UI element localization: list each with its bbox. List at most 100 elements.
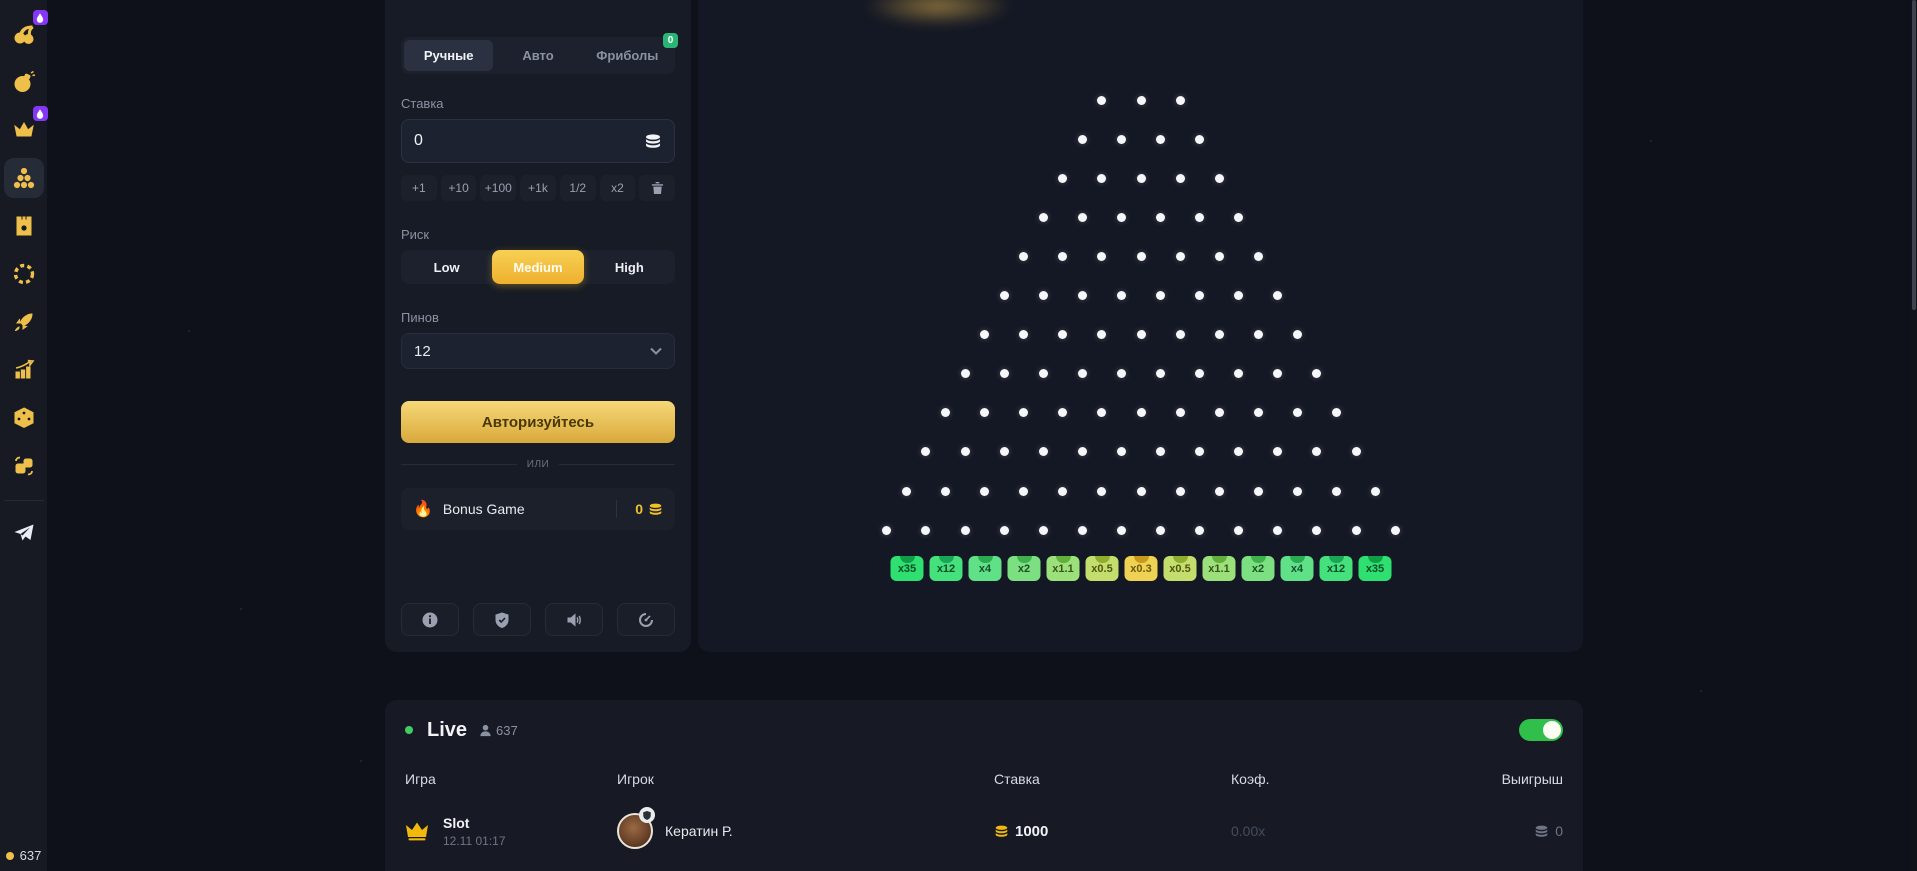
peg <box>1156 447 1166 457</box>
bonus-game-button[interactable]: 🔥 Bonus Game 0 <box>401 488 675 530</box>
sidebar-item-dice[interactable] <box>4 398 44 438</box>
risk-high-button[interactable]: High <box>614 259 644 275</box>
risk-medium-button[interactable]: Medium <box>492 250 584 284</box>
multiplier-bucket: x12 <box>1319 556 1353 581</box>
sidebar-item-wheel[interactable] <box>4 254 44 294</box>
coef-cell: 0.00x <box>1231 823 1266 839</box>
bet-quick-button[interactable]: +1k <box>520 175 556 201</box>
pins-select[interactable]: 12 <box>401 333 675 369</box>
peg <box>1273 525 1283 535</box>
peg <box>1116 134 1126 144</box>
page-scrollbar[interactable] <box>1911 0 1917 871</box>
fairness-button[interactable] <box>473 603 531 636</box>
sidebar-item-crown[interactable] <box>4 106 48 150</box>
peg <box>1116 212 1126 222</box>
peg <box>1214 486 1224 496</box>
tab-auto[interactable]: Авто <box>493 40 582 71</box>
bucket-notch <box>938 556 954 563</box>
sidebar-item-trading[interactable] <box>4 350 44 390</box>
peg <box>1156 291 1166 300</box>
multiplier-bucket: x35 <box>890 556 924 581</box>
peg <box>1175 95 1185 105</box>
bet-quick-button[interactable]: 1/2 <box>559 175 596 201</box>
dice-icon <box>14 407 33 429</box>
sidebar-item-fruits[interactable] <box>4 10 48 54</box>
peg <box>1175 173 1185 183</box>
peg <box>1058 330 1068 340</box>
col-player: Игрок <box>617 771 654 787</box>
peg <box>1214 251 1224 261</box>
live-feed-toggle[interactable] <box>1519 719 1563 741</box>
peg <box>901 486 911 496</box>
risk-selector: Low Medium High <box>401 250 675 284</box>
tab-manual[interactable]: Ручные <box>404 40 494 71</box>
bucket-notch <box>1094 556 1110 563</box>
bg-star <box>1700 690 1702 692</box>
player-cell: Кератин Р. <box>617 807 994 849</box>
bet-quick-button[interactable]: +10 <box>440 175 477 201</box>
speed-button[interactable] <box>617 603 675 636</box>
bg-star <box>360 760 362 762</box>
sidebar-item-mines[interactable] <box>4 62 44 102</box>
bet-quick-buttons: +1 +10 +100 +1k 1/2 x2 <box>401 175 676 201</box>
coins-icon <box>649 503 662 515</box>
table-row[interactable]: Slot 12.11 01:17 Кератин Р. 1000 0.00x <box>405 800 1563 862</box>
sound-button[interactable] <box>545 603 603 636</box>
trash-icon <box>651 181 663 195</box>
bet-quick-button[interactable]: x2 <box>599 175 636 201</box>
multiplier-bucket: x4 <box>968 556 1002 581</box>
peg <box>1273 369 1283 379</box>
crown-icon <box>13 121 34 137</box>
peg <box>1195 447 1205 457</box>
peg <box>1234 525 1244 535</box>
tab-manual-label: Ручные <box>423 48 474 63</box>
multiplier-bucket: x12 <box>929 556 963 581</box>
bet-cell: 1000 <box>994 823 1231 840</box>
multiplier-bucket: x1.1 <box>1046 556 1080 581</box>
sidebar-item-cards[interactable] <box>4 446 44 486</box>
tab-freebets[interactable]: Фриболы 0 <box>583 33 678 71</box>
peg <box>1097 173 1107 183</box>
promo-badge <box>32 10 48 25</box>
info-button[interactable] <box>401 603 459 636</box>
peg <box>882 525 892 535</box>
peg <box>1058 173 1068 183</box>
sidebar-item-crash[interactable] <box>4 302 44 342</box>
multiplier-label: x35 <box>1365 562 1385 575</box>
fire-icon: 🔥 <box>413 501 433 518</box>
peg <box>999 369 1009 379</box>
sidebar-item-plinko[interactable] <box>3 158 44 198</box>
bucket-notch <box>1016 556 1032 563</box>
peg <box>1195 369 1205 379</box>
chart-icon <box>15 359 34 379</box>
freebets-badge: 0 <box>662 33 678 48</box>
scrollbar-thumb[interactable] <box>1912 0 1916 310</box>
telegram-icon <box>14 524 33 541</box>
win-cell: 0 <box>1481 823 1563 839</box>
peg <box>1156 134 1166 144</box>
risk-low-button[interactable]: Low <box>433 259 460 275</box>
peg <box>980 408 990 418</box>
sidebar-item-telegram[interactable] <box>4 513 44 553</box>
peg <box>1312 369 1322 379</box>
login-button[interactable]: Авторизуйтесь <box>401 401 675 443</box>
bet-clear-button[interactable] <box>639 175 676 201</box>
peg <box>1156 212 1166 222</box>
peg <box>1195 134 1205 144</box>
tab-auto-label: Авто <box>522 48 554 63</box>
peg <box>1273 447 1283 457</box>
sidebar-item-tower[interactable] <box>4 206 44 246</box>
peg <box>1292 330 1302 340</box>
bet-quick-button[interactable]: +1 <box>401 175 437 201</box>
speed-icon <box>639 612 653 627</box>
bet-input[interactable] <box>414 132 644 150</box>
board-top-glow <box>863 0 1013 26</box>
or-label: или <box>526 459 550 470</box>
coins-icon <box>644 133 662 149</box>
peg <box>1136 408 1146 418</box>
multiplier-bucket: x4 <box>1280 556 1314 581</box>
bet-quick-button[interactable]: +100 <box>480 175 517 201</box>
bucket-notch <box>1133 556 1149 563</box>
multiplier-label: x2 <box>1251 562 1265 575</box>
peg <box>999 447 1009 457</box>
